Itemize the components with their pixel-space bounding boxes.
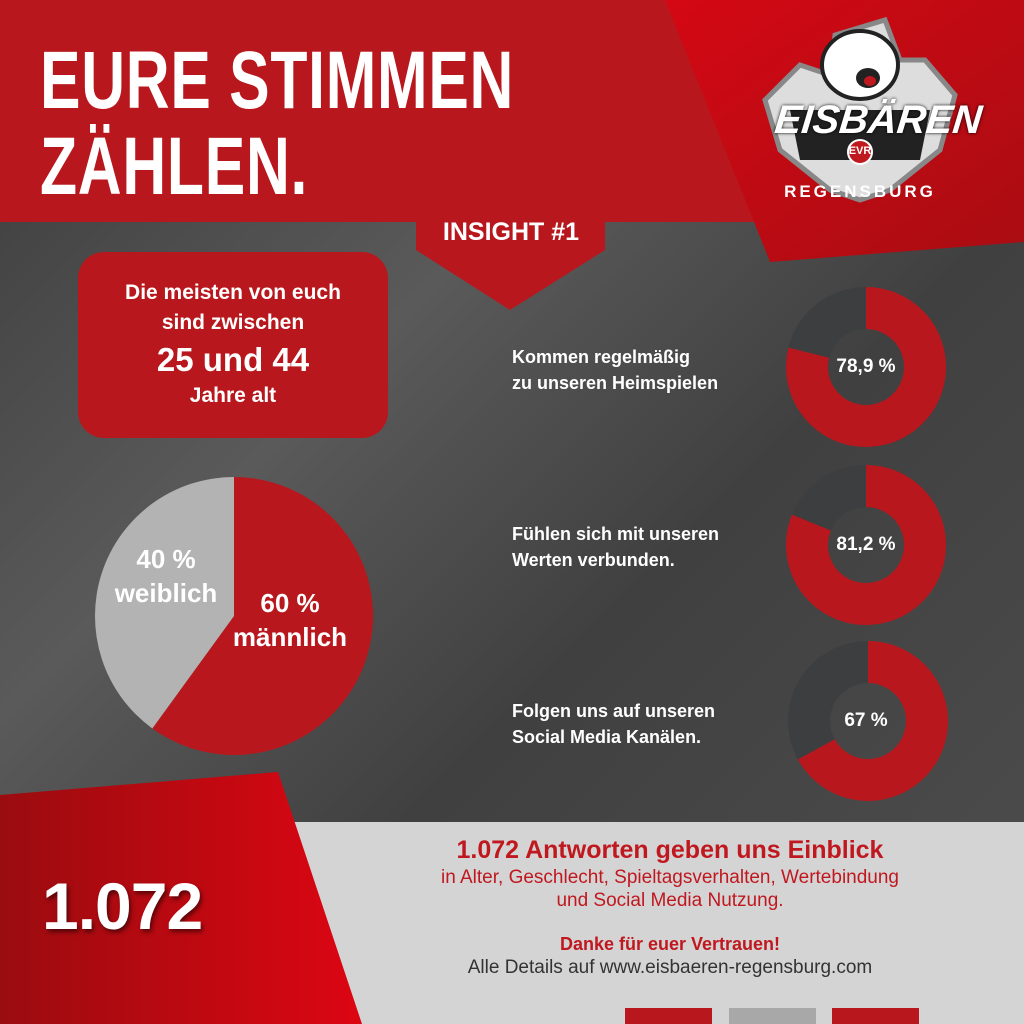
pie-slice-männlich: [152, 477, 374, 755]
insight-label: INSIGHT #1: [442, 218, 580, 246]
footer-details-link: Alle Details auf www.eisbaeren-regensbur…: [467, 957, 873, 978]
donut-question-2: Fühlen sich mit unseren Werten verbunden…: [512, 521, 719, 573]
donut-question-3: Folgen uns auf unseren Social Media Kanä…: [512, 698, 715, 750]
question-line: zu unseren Heimspielen: [512, 373, 719, 393]
age-line-2: sind zwischen: [161, 311, 305, 334]
question-line: Folgen uns auf unseren: [512, 701, 716, 721]
title-line-1: EURE STIMMEN: [40, 35, 515, 126]
donut-question-1: Kommen regelmäßig zu unseren Heimspielen: [512, 344, 718, 396]
donut-remainder-2: [791, 465, 866, 531]
pie-slice-weiblich: [95, 477, 234, 729]
donut-value-1: 78,9 %: [836, 356, 896, 377]
footer-panel: [290, 822, 1024, 1024]
pie-label-male: 60 % männlich: [222, 586, 358, 654]
title-line-2: ZÄHLEN.: [40, 121, 309, 212]
pie-label-female: 40 % weiblich: [100, 542, 232, 610]
logo-subtext: REGENSBURG: [784, 182, 936, 201]
logo-badge: EVR: [848, 145, 872, 157]
logo-wordmark: EISBÄREN: [772, 98, 985, 142]
pie-value-male: 60 %: [260, 588, 320, 618]
insight-arrow: [416, 222, 605, 310]
donut-value-2: 81,2 %: [836, 534, 896, 555]
donut-segment-1: [786, 287, 947, 448]
decor-bar-red-2: [832, 1008, 919, 1024]
footer-line-2: in Alter, Geschlecht, Spieltagsverhalten…: [440, 867, 900, 888]
donut-segment-2: [786, 465, 946, 626]
pie-value-female: 40 %: [136, 544, 196, 574]
pie-name-female: weiblich: [114, 578, 218, 608]
count-panel: [0, 772, 362, 1024]
age-line-4: Jahre alt: [189, 384, 277, 407]
footer-headline: 1.072 Antworten geben uns Einblick: [456, 836, 884, 864]
response-count: 1.072: [42, 869, 203, 943]
age-line-1: Die meisten von euch: [125, 281, 341, 304]
age-box: Die meisten von euch sind zwischen 25 un…: [78, 252, 388, 438]
footer-line-3: und Social Media Nutzung.: [556, 890, 784, 911]
decor-bar-red-1: [625, 1008, 712, 1024]
decor-bar-grey: [729, 1008, 816, 1024]
donut-charts: [786, 287, 948, 801]
page-title: EURE STIMMEN ZÄHLEN.: [40, 38, 514, 210]
header-band: [0, 0, 760, 222]
donut-remainder-1: [788, 287, 866, 358]
question-line: Fühlen sich mit unseren: [512, 524, 720, 544]
donut-value-3: 67 %: [844, 710, 888, 731]
donut-segment-3: [797, 641, 948, 801]
question-line: Werten verbunden.: [512, 550, 675, 570]
club-logo: [762, 16, 958, 203]
footer-thanks: Danke für euer Vertrauen!: [559, 934, 781, 954]
gender-pie-chart: [95, 477, 374, 755]
question-line: Kommen regelmäßig: [512, 347, 691, 367]
age-highlight: 25 und 44: [156, 341, 310, 378]
question-line: Social Media Kanälen.: [512, 727, 702, 747]
pie-name-male: männlich: [232, 622, 348, 652]
footer-text: 1.072 Antworten geben uns Einblick in Al…: [380, 834, 960, 980]
donut-remainder-3: [787, 641, 868, 760]
